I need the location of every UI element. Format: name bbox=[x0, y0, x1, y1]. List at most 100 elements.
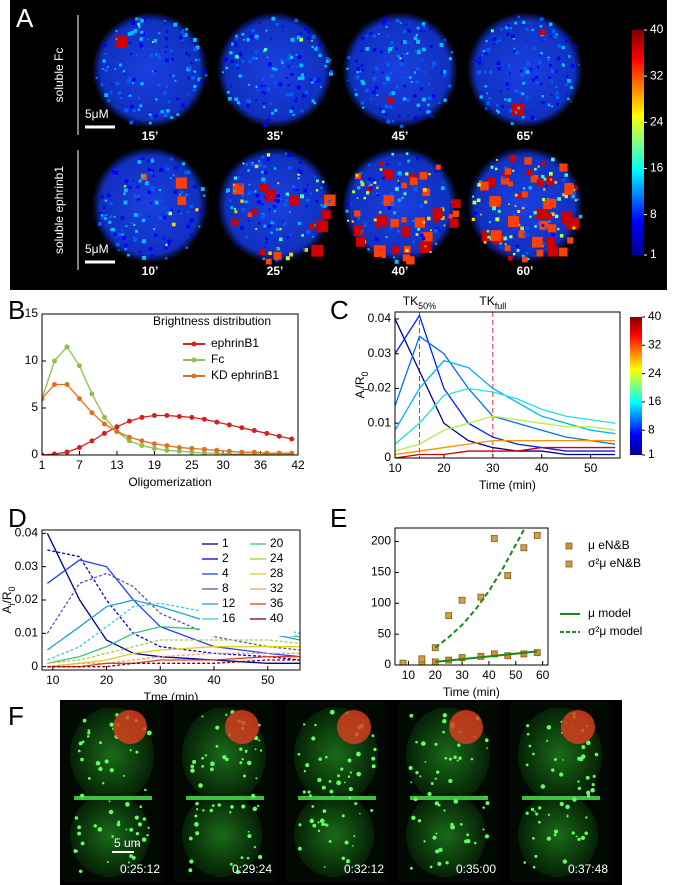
speckle bbox=[488, 220, 491, 224]
speckle bbox=[115, 242, 120, 247]
puncta bbox=[434, 801, 440, 806]
time-label: 40’ bbox=[392, 264, 409, 278]
y-tick-label: 10 bbox=[25, 353, 39, 367]
puncta bbox=[192, 759, 197, 764]
x-tick-label: 10 bbox=[402, 668, 416, 682]
y-tick-label: 0.04 bbox=[15, 526, 39, 540]
speckle bbox=[522, 20, 526, 25]
speckle bbox=[372, 71, 375, 74]
point bbox=[51, 382, 57, 387]
series-line bbox=[46, 533, 300, 664]
speckle bbox=[132, 109, 136, 112]
speckle bbox=[523, 187, 526, 190]
speckle bbox=[489, 196, 501, 207]
colorbar-tick-label: 40 bbox=[648, 309, 662, 323]
speckle bbox=[197, 51, 200, 54]
speckle bbox=[568, 55, 571, 58]
panel-letter: E bbox=[330, 503, 347, 533]
speckle bbox=[325, 56, 329, 60]
speckle bbox=[508, 203, 510, 206]
speckle bbox=[373, 34, 377, 38]
speckle bbox=[400, 226, 411, 237]
y-tick-label: 200 bbox=[371, 534, 391, 548]
puncta bbox=[308, 794, 312, 798]
speckle bbox=[140, 82, 144, 86]
speckle bbox=[143, 18, 147, 22]
speckle bbox=[149, 171, 153, 175]
speckle bbox=[536, 249, 544, 257]
puncta bbox=[349, 771, 353, 774]
puncta bbox=[590, 787, 595, 793]
speckle bbox=[472, 200, 477, 205]
speckle bbox=[185, 27, 188, 31]
speckle bbox=[170, 208, 174, 212]
speckle bbox=[281, 25, 284, 28]
speckle bbox=[270, 231, 273, 234]
speckle bbox=[545, 184, 548, 188]
speckle bbox=[382, 82, 386, 86]
puncta bbox=[341, 856, 346, 861]
speckle bbox=[185, 52, 189, 56]
speckle bbox=[290, 37, 295, 42]
colorbar-tick-label: 8 bbox=[650, 207, 657, 221]
puncta bbox=[190, 768, 195, 773]
speckle bbox=[251, 29, 255, 33]
x-tick-label: 40 bbox=[535, 461, 549, 475]
point bbox=[76, 363, 82, 369]
puncta bbox=[464, 839, 468, 844]
puncta bbox=[298, 823, 302, 827]
speckle bbox=[487, 235, 491, 239]
speckle bbox=[409, 41, 411, 44]
speckle bbox=[157, 83, 161, 87]
puncta bbox=[526, 732, 530, 736]
speckle bbox=[354, 210, 361, 217]
speckle bbox=[164, 208, 167, 211]
speckle bbox=[550, 212, 555, 217]
speckle bbox=[561, 63, 565, 67]
speckle bbox=[303, 27, 308, 31]
speckle bbox=[355, 237, 366, 247]
point bbox=[151, 441, 157, 447]
speckle bbox=[526, 61, 531, 65]
speckle bbox=[246, 104, 250, 108]
time-label: 35’ bbox=[267, 129, 284, 143]
speckle bbox=[363, 221, 366, 224]
x-tick-label: 20 bbox=[429, 668, 443, 682]
speckle bbox=[147, 168, 151, 172]
speckle bbox=[199, 78, 203, 83]
axes-frame bbox=[41, 313, 299, 456]
speckle bbox=[521, 254, 525, 258]
speckle bbox=[543, 188, 546, 191]
speckle bbox=[278, 237, 283, 242]
puncta bbox=[594, 752, 599, 757]
speckle bbox=[515, 50, 520, 55]
speckle bbox=[564, 173, 568, 177]
speckle bbox=[367, 177, 372, 182]
puncta bbox=[246, 856, 250, 860]
speckle bbox=[482, 233, 490, 242]
speckle bbox=[572, 185, 578, 191]
puncta bbox=[256, 804, 260, 808]
speckle bbox=[400, 41, 404, 44]
point bbox=[504, 572, 512, 579]
puncta bbox=[329, 709, 335, 715]
puncta bbox=[135, 750, 139, 754]
speckle bbox=[528, 67, 533, 72]
speckle bbox=[137, 160, 142, 164]
text-part: /R bbox=[0, 591, 14, 603]
speckle bbox=[103, 43, 107, 47]
point bbox=[51, 358, 57, 364]
nucleus-marker bbox=[225, 710, 259, 744]
point bbox=[239, 425, 245, 431]
speckle bbox=[488, 202, 491, 205]
speckle bbox=[473, 211, 478, 216]
speckle bbox=[565, 83, 568, 87]
speckle bbox=[534, 118, 537, 121]
nucleus-marker bbox=[561, 710, 595, 744]
speckle bbox=[301, 234, 305, 237]
speckle bbox=[516, 249, 520, 252]
speckle bbox=[123, 192, 126, 196]
speckle bbox=[104, 68, 108, 72]
speckle bbox=[236, 101, 240, 105]
speckle bbox=[320, 204, 323, 207]
